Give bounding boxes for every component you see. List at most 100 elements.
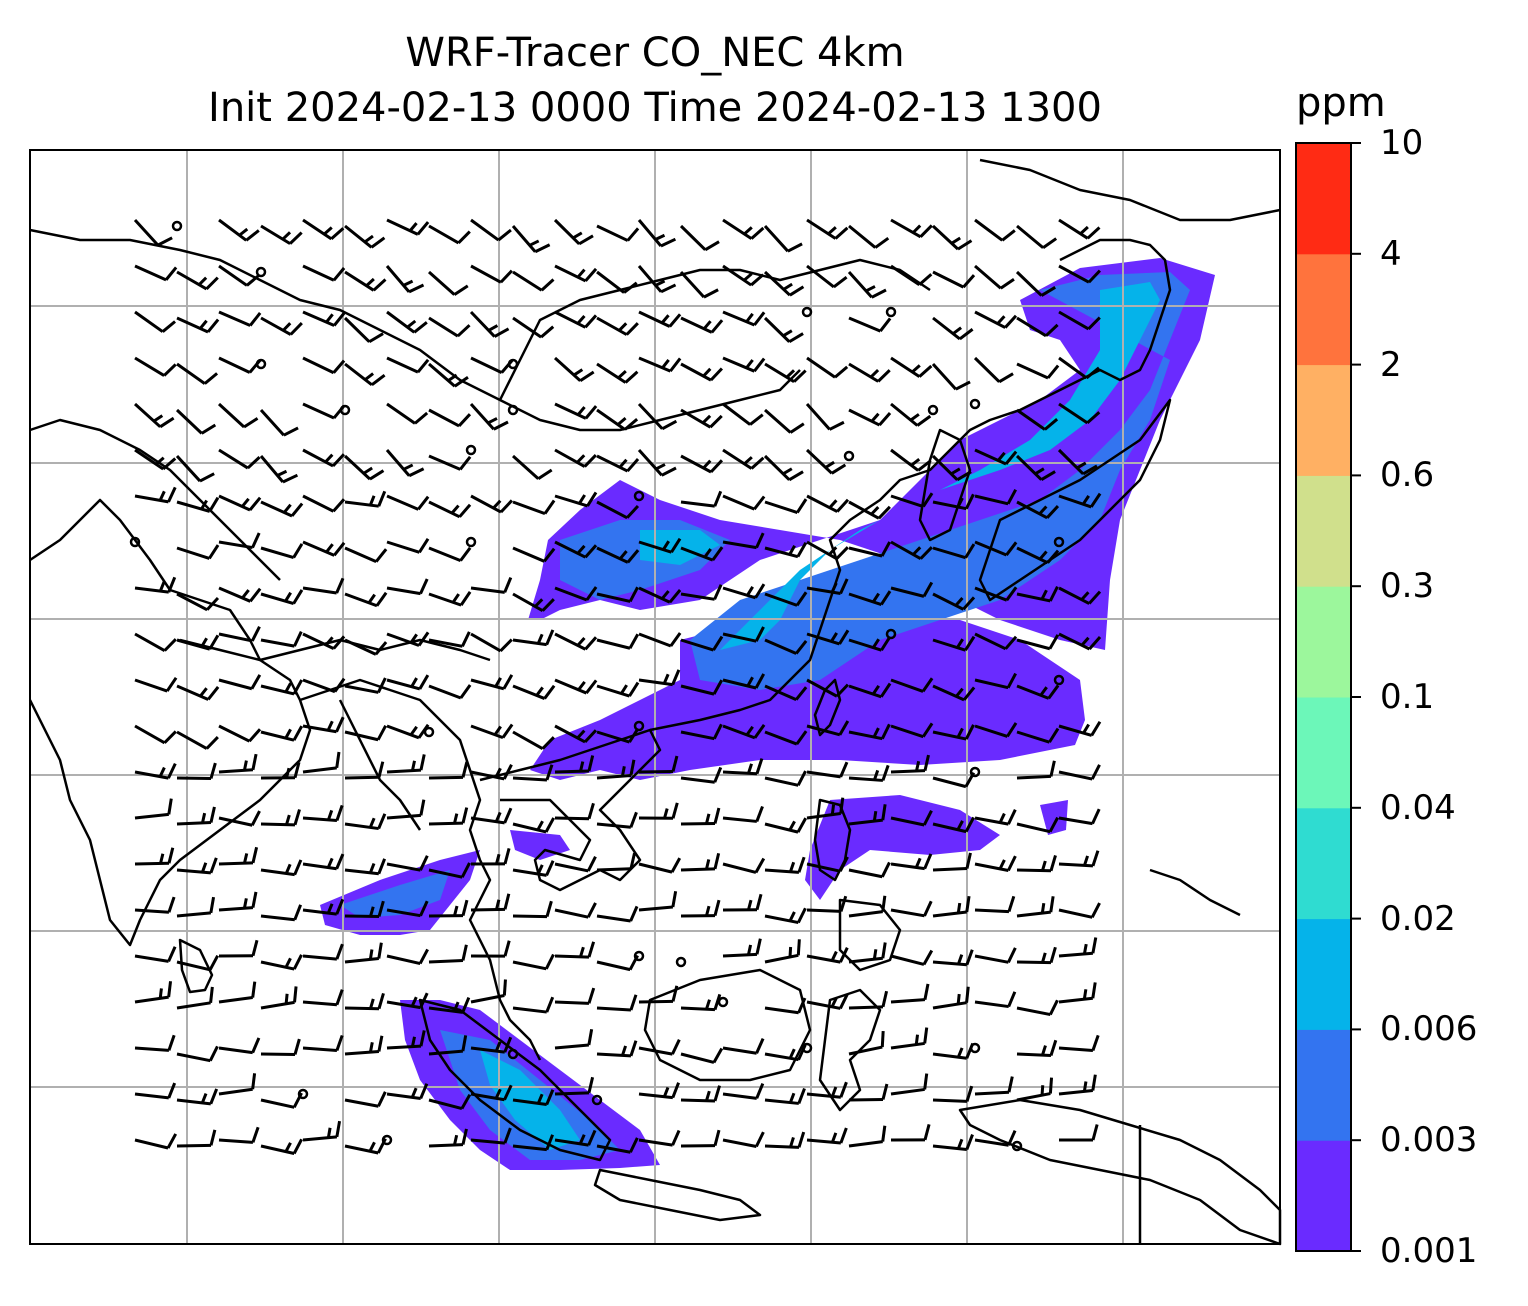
wind-barb (1058, 982, 1097, 1004)
colorbar-segment (1296, 697, 1351, 809)
wind-barb (176, 896, 216, 918)
wind-barb (176, 1088, 219, 1106)
wind-barb (680, 852, 721, 872)
wind-barb (386, 754, 426, 774)
wind-barb (722, 938, 762, 958)
coast-china (649, 238, 1172, 732)
wind-barb (554, 632, 598, 651)
wind-barb (932, 949, 974, 967)
wind-barb (932, 316, 974, 341)
wind-barb (386, 948, 429, 966)
calm-wind-marker (507, 358, 519, 370)
wind-barb (218, 1073, 257, 1096)
wind-barb (302, 218, 345, 241)
wind-barb (722, 805, 764, 823)
wind-barb (302, 1034, 344, 1053)
wind-barb (764, 591, 808, 607)
coast-srilanka (178, 938, 214, 994)
wind-barb (806, 895, 848, 913)
wind-barb (134, 1034, 176, 1052)
wind-barb (176, 986, 214, 1010)
wind-barb (1016, 500, 1060, 520)
wind-barb (512, 1089, 555, 1107)
wind-barb (638, 985, 679, 1004)
calm-wind-marker (507, 404, 519, 416)
wind-barb (344, 591, 388, 608)
calm-wind-marker (801, 1042, 813, 1054)
calm-wind-marker (633, 720, 645, 732)
wind-barb (638, 1039, 681, 1056)
colorbar-segment (1296, 364, 1351, 476)
wind-barb (260, 679, 304, 696)
wind-barb (344, 724, 387, 742)
wind-barb (890, 983, 930, 1004)
wind-barb (1058, 586, 1102, 605)
wind-barb (890, 492, 934, 508)
wind-barb (806, 856, 849, 873)
wind-barb (806, 678, 849, 698)
calm-wind-marker (423, 726, 435, 738)
wind-barb (302, 1120, 342, 1142)
wind-barb (931, 224, 973, 251)
wind-barb (974, 672, 1017, 690)
coast-java (593, 1168, 762, 1222)
wind-barb (1016, 585, 1059, 603)
wind-barb (428, 862, 471, 879)
calm-wind-marker (885, 628, 897, 640)
coast-sumatra (418, 998, 612, 1162)
wind-barb (218, 674, 262, 691)
wind-barb (512, 629, 555, 647)
wind-barb (218, 810, 261, 827)
wind-barb (133, 402, 175, 429)
wind-barb (764, 817, 808, 834)
wind-barb (638, 632, 682, 648)
wind-barb (638, 586, 682, 604)
colorbar-segment (1296, 1140, 1351, 1252)
wind-barb (1015, 270, 1056, 297)
wind-barb (428, 1093, 472, 1111)
wind-barb (764, 856, 806, 874)
wind-barb (259, 455, 299, 484)
calm-wind-marker (381, 1134, 393, 1146)
wind-barb (554, 586, 598, 602)
wind-barb (386, 402, 429, 425)
wind-barb (890, 949, 934, 966)
wind-barb (512, 730, 555, 750)
tracer-mid-north (690, 272, 1190, 690)
wind-barb (386, 537, 430, 554)
wind-barb (428, 362, 469, 388)
wind-barb (512, 764, 554, 782)
wind-barb (469, 310, 510, 338)
wind-barb (932, 1085, 974, 1103)
wind-barb (470, 576, 513, 594)
wind-barb (806, 578, 849, 595)
wind-barb (638, 755, 679, 774)
wind-barb (1016, 999, 1059, 1017)
wind-barb (344, 270, 387, 292)
wind-barb (974, 632, 1018, 651)
wind-barb (931, 454, 972, 482)
wind-barb (1016, 727, 1060, 744)
wind-barb (176, 316, 220, 334)
wind-barb (722, 532, 765, 550)
wind-barb (218, 724, 262, 743)
colorbar-unit: ppm (1296, 80, 1386, 126)
wind-barb (722, 218, 765, 240)
wind-barb (974, 264, 1015, 290)
wind-barb (974, 722, 1018, 738)
colorbar-segment (1296, 586, 1351, 698)
wind-barb (176, 362, 219, 385)
wind-barb (1058, 1034, 1100, 1052)
calm-wind-marker (843, 450, 855, 462)
wind-barb (680, 1129, 721, 1148)
wind-barb (176, 762, 217, 780)
wind-barb (385, 265, 425, 294)
wind-barb (763, 454, 804, 482)
wind-barb (764, 730, 808, 746)
colorbar-tick-label: 0.6 (1380, 455, 1435, 496)
wind-barb (175, 408, 217, 435)
wind-barb (596, 1137, 639, 1154)
wind-barb (890, 900, 933, 918)
wind-barb (1058, 492, 1102, 509)
wind-barb (512, 900, 553, 919)
